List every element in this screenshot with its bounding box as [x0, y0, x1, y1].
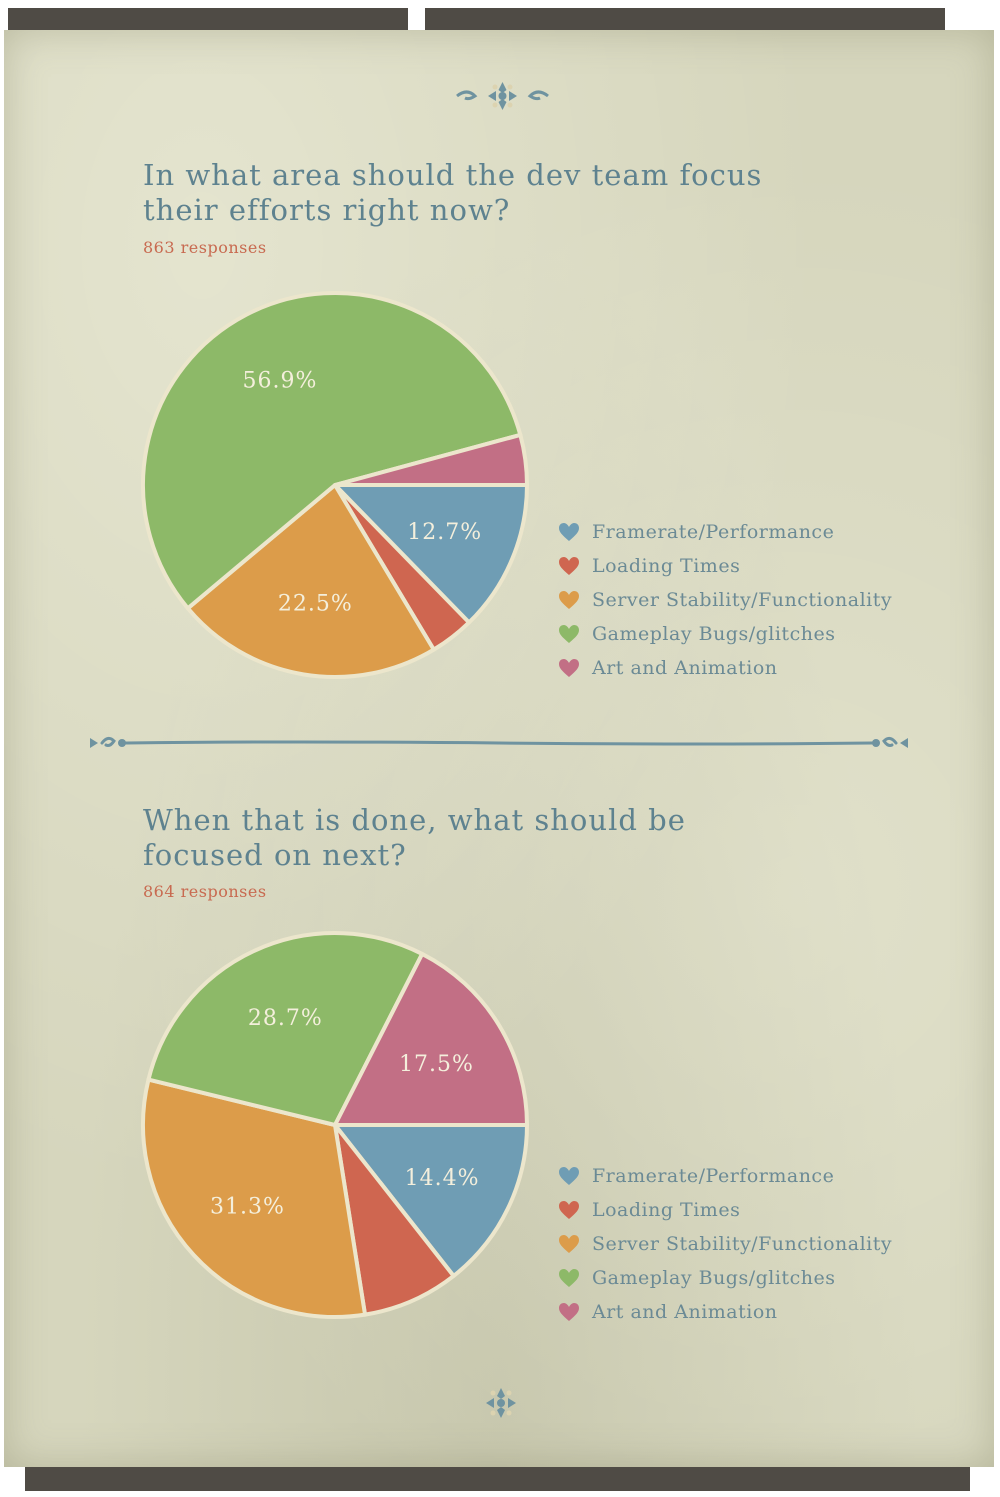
legend-label: Gameplay Bugs/glitches	[592, 1267, 836, 1289]
pie-slice-server-stability-functionality	[185, 483, 436, 679]
heart-icon	[559, 557, 579, 575]
pie-slice-art-and-animation	[333, 951, 529, 1127]
chart-1-pie: 12.7% 22.5% 56.9%	[141, 290, 529, 679]
legend-item: Gameplay Bugs/glitches	[558, 1261, 892, 1295]
data-label: 17.5%	[399, 1052, 474, 1077]
data-label: 12.7%	[407, 520, 482, 545]
flourish-top-icon	[456, 82, 549, 110]
legend-label: Art and Animation	[592, 657, 778, 679]
divider-ornament	[90, 736, 908, 748]
legend-label: Framerate/Performance	[592, 521, 835, 543]
legend-item: Framerate/Performance	[558, 1159, 892, 1193]
legend-item: Framerate/Performance	[558, 515, 892, 549]
data-label: 28.7%	[248, 1006, 323, 1031]
legend-label: Framerate/Performance	[592, 1165, 835, 1187]
pie-slice-gameplay-bugs-glitches	[141, 290, 523, 611]
flourish-bottom-icon	[486, 1388, 516, 1418]
legend-item: Art and Animation	[558, 1295, 892, 1329]
data-label: 31.3%	[210, 1195, 285, 1220]
legend-item: Art and Animation	[558, 651, 892, 685]
chart-1-responses: 863 responses	[143, 238, 267, 257]
chart-2-responses: 864 responses	[143, 882, 267, 901]
heart-icon	[559, 625, 579, 643]
pie-slice-framerate-performance	[333, 483, 529, 625]
data-label: 14.4%	[405, 1166, 480, 1191]
legend-item: Loading Times	[558, 549, 892, 583]
chart-2-pie: 14.4% 31.3% 28.7% 17.5%	[141, 931, 529, 1319]
chart-1-title: In what area should the dev team focus t…	[143, 158, 763, 227]
chart-2-legend: Framerate/Performance Loading Times Server…	[558, 1159, 892, 1329]
legend-label: Art and Animation	[592, 1301, 778, 1323]
data-label: 22.5%	[278, 591, 353, 616]
legend-item: Gameplay Bugs/glitches	[558, 617, 892, 651]
heart-icon	[559, 1303, 579, 1321]
legend-item: Server Stability/Functionality	[558, 583, 892, 617]
heart-icon	[559, 523, 579, 541]
legend-label: Loading Times	[592, 555, 741, 577]
chart-1-legend: Framerate/Performance Loading Times Server…	[558, 515, 892, 685]
heart-icon	[559, 1235, 579, 1253]
heart-icon	[559, 1201, 579, 1219]
legend-label: Server Stability/Functionality	[592, 1233, 893, 1255]
legend-label: Gameplay Bugs/glitches	[592, 623, 836, 645]
chart-2-title: When that is done, what should be focuse…	[143, 803, 686, 872]
pie-slice-server-stability-functionality	[141, 1077, 368, 1319]
heart-icon	[559, 1269, 579, 1287]
pie-slice-framerate-performance	[333, 1123, 529, 1278]
legend-label: Server Stability/Functionality	[592, 589, 893, 611]
legend-label: Loading Times	[592, 1199, 741, 1221]
legend-item: Loading Times	[558, 1193, 892, 1227]
pie-slice-art-and-animation	[333, 432, 529, 487]
legend-item: Server Stability/Functionality	[558, 1227, 892, 1261]
heart-icon	[559, 659, 579, 677]
pie-slice-gameplay-bugs-glitches	[146, 931, 425, 1127]
heart-icon	[559, 1167, 579, 1185]
data-label: 56.9%	[243, 368, 318, 393]
heart-icon	[559, 591, 579, 609]
